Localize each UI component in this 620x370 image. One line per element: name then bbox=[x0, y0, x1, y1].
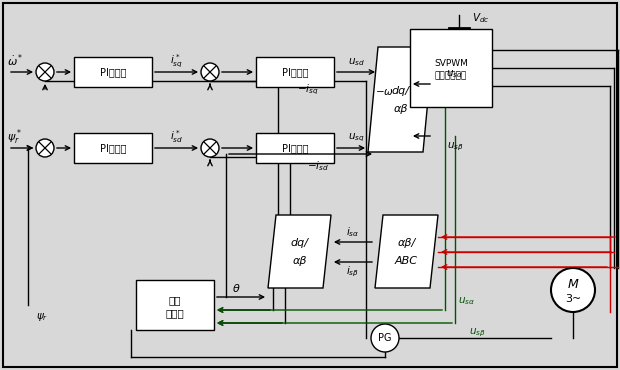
Text: 3~: 3~ bbox=[565, 294, 581, 304]
Text: $u_{sd}$: $u_{sd}$ bbox=[347, 56, 365, 68]
Text: PG: PG bbox=[378, 333, 392, 343]
Text: PI调节器: PI调节器 bbox=[281, 143, 308, 153]
Text: 磁链: 磁链 bbox=[169, 295, 181, 305]
Text: $u_{s\beta}$: $u_{s\beta}$ bbox=[446, 141, 463, 153]
Text: ABC: ABC bbox=[395, 256, 418, 266]
Text: dq/: dq/ bbox=[291, 238, 309, 248]
Text: 三电平逆变器: 三电平逆变器 bbox=[435, 71, 467, 81]
Text: $u_{s\beta}$: $u_{s\beta}$ bbox=[469, 327, 485, 339]
Text: $V_{dc}$: $V_{dc}$ bbox=[472, 11, 490, 25]
Text: $-\omega$: $-\omega$ bbox=[374, 87, 394, 97]
Text: $u_{s\alpha}$: $u_{s\alpha}$ bbox=[446, 68, 464, 80]
Text: PI调节器: PI调节器 bbox=[100, 143, 126, 153]
Bar bbox=[410, 29, 492, 107]
Bar bbox=[74, 57, 152, 87]
Text: $-i_{sq}$: $-i_{sq}$ bbox=[297, 83, 319, 97]
Text: $\dot{ω}^*$: $\dot{ω}^*$ bbox=[7, 53, 24, 69]
Circle shape bbox=[201, 139, 219, 157]
Bar bbox=[256, 57, 334, 87]
Text: 观测器: 观测器 bbox=[166, 308, 184, 318]
Text: $\psi_r$: $\psi_r$ bbox=[36, 311, 48, 323]
Text: αβ: αβ bbox=[292, 256, 307, 266]
Polygon shape bbox=[268, 215, 331, 288]
Text: $\psi_r^*$: $\psi_r^*$ bbox=[7, 127, 22, 147]
Text: $u_{sq}$: $u_{sq}$ bbox=[348, 132, 365, 144]
Text: αβ/: αβ/ bbox=[397, 238, 415, 248]
Circle shape bbox=[551, 268, 595, 312]
Text: $u_{s\alpha}$: $u_{s\alpha}$ bbox=[458, 295, 476, 307]
Bar bbox=[74, 133, 152, 163]
Circle shape bbox=[201, 63, 219, 81]
Text: SVPWM: SVPWM bbox=[434, 58, 468, 67]
Text: M: M bbox=[568, 279, 578, 292]
Text: αβ: αβ bbox=[393, 104, 408, 114]
Text: $i_{s\beta}$: $i_{s\beta}$ bbox=[347, 265, 360, 279]
Circle shape bbox=[36, 139, 54, 157]
Text: $\theta$: $\theta$ bbox=[232, 282, 241, 294]
Bar bbox=[136, 280, 214, 330]
Text: dq/: dq/ bbox=[391, 85, 409, 95]
Polygon shape bbox=[375, 215, 438, 288]
Text: $i_{s\alpha}$: $i_{s\alpha}$ bbox=[347, 225, 360, 239]
Text: PI调节器: PI调节器 bbox=[281, 67, 308, 77]
Polygon shape bbox=[368, 47, 433, 152]
Text: $-i_{sd}$: $-i_{sd}$ bbox=[307, 159, 329, 173]
Circle shape bbox=[371, 324, 399, 352]
Text: $i_{sq}^*$: $i_{sq}^*$ bbox=[170, 52, 183, 70]
Circle shape bbox=[36, 63, 54, 81]
Bar bbox=[256, 133, 334, 163]
Text: $i_{sd}^*$: $i_{sd}^*$ bbox=[170, 129, 183, 145]
Text: PI调节器: PI调节器 bbox=[100, 67, 126, 77]
